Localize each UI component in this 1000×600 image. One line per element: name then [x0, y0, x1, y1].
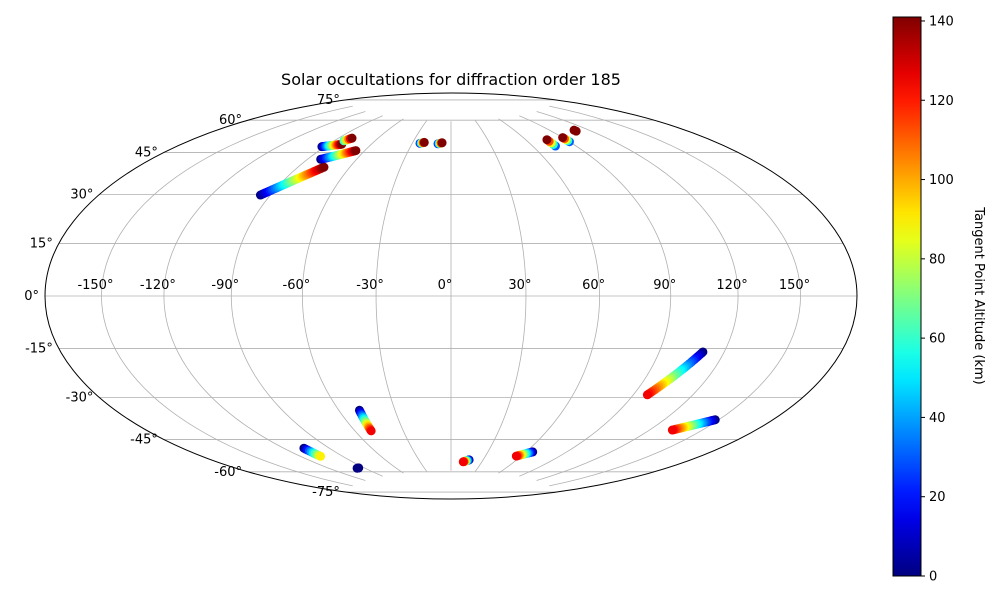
grid-line-lon	[163, 111, 366, 481]
data-point	[437, 138, 447, 148]
map-boundary	[44, 92, 858, 500]
grid-line-lon	[498, 118, 601, 474]
colorbar-ticks: 0 20 40 60 80 100 120 140	[921, 14, 954, 585]
data-point	[642, 390, 652, 400]
grid-line-lon	[519, 115, 672, 477]
data-point	[511, 451, 521, 461]
lon-tick-label: -30°	[356, 278, 384, 293]
data-point	[347, 133, 357, 143]
lon-tick-label: 90°	[653, 278, 676, 293]
colorbar-tick-label: 0	[929, 570, 937, 585]
data-point	[352, 463, 362, 473]
colorbar-tick-label: 40	[929, 411, 946, 426]
data-point	[558, 133, 568, 143]
lon-tick-label: -150°	[77, 278, 113, 293]
data-point	[569, 125, 579, 135]
data-point	[316, 451, 326, 461]
data-point	[366, 426, 376, 436]
colorbar-label: Tangent Point Altitude (km)	[971, 206, 986, 384]
axis-tick-labels: -150° -120° -90° -60° -30° 0° 30° 60° 90° 120° 150…	[24, 93, 810, 500]
scatter-points	[255, 125, 720, 473]
grid-line-lon	[230, 115, 383, 477]
data-point	[667, 425, 677, 435]
data-point	[319, 162, 329, 172]
grid-line-lon	[549, 105, 801, 487]
grid-line-lon	[101, 105, 353, 487]
colorbar: 0 20 40 60 80 100 120 140 Tangent Point Altitud…	[892, 14, 986, 585]
lat-tick-label: 45°	[135, 145, 158, 160]
grid-line-lon	[301, 118, 404, 474]
lat-tick-label: 75°	[317, 93, 340, 108]
lat-tick-label: -30°	[66, 391, 94, 406]
grid-line-lon	[375, 120, 427, 472]
lon-tick-label: 30°	[508, 278, 531, 293]
lat-tick-label: -75°	[312, 485, 340, 500]
colorbar-tick-label: 60	[929, 332, 946, 347]
lat-tick-label: -45°	[130, 433, 158, 448]
lat-tick-label: 60°	[219, 113, 242, 128]
data-point	[351, 146, 361, 156]
lon-tick-label: 120°	[716, 278, 747, 293]
chart-title: Solar occultations for diffraction order…	[281, 70, 621, 89]
data-point	[542, 135, 552, 145]
colorbar-tick-label: 120	[929, 94, 954, 109]
data-point	[458, 457, 468, 467]
grid-line-lon	[475, 120, 527, 472]
grid-line-lon	[536, 111, 739, 481]
colorbar-tick-label: 140	[929, 14, 954, 29]
lon-tick-label: -120°	[140, 278, 176, 293]
lat-tick-label: -15°	[25, 342, 53, 357]
colorbar-gradient	[892, 16, 922, 577]
lon-tick-label: 0°	[438, 278, 453, 293]
lon-tick-label: 60°	[582, 278, 605, 293]
colorbar-tick-label: 20	[929, 490, 946, 505]
lon-tick-label: -60°	[283, 278, 311, 293]
lon-tick-label: 150°	[779, 278, 810, 293]
lat-tick-label: 15°	[30, 236, 53, 251]
lat-tick-label: 30°	[70, 188, 93, 203]
colorbar-tick-label: 80	[929, 252, 946, 267]
data-point	[419, 137, 429, 147]
colorbar-tick-label: 100	[929, 173, 954, 188]
lon-tick-label: -90°	[211, 278, 239, 293]
lat-tick-label: 0°	[24, 289, 39, 304]
graticule	[45, 99, 857, 493]
lat-tick-label: -60°	[214, 465, 242, 480]
